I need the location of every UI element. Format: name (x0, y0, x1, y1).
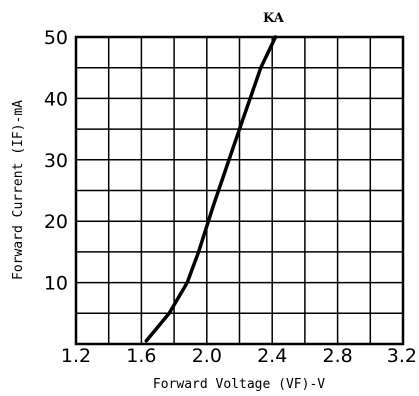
x-tick-label: 3.2 (387, 345, 417, 367)
x-tick-labels: 1.2 1.6 2.0 2.4 2.8 3.2 (61, 345, 417, 367)
curve-group (144, 35, 278, 343)
y-tick-label: 50 (44, 27, 68, 49)
y-tick-label: 40 (44, 88, 68, 110)
series-line (144, 35, 278, 343)
x-tick-label: 2.0 (192, 345, 222, 367)
y-tick-label: 20 (44, 211, 68, 233)
plot-frame (74, 35, 405, 346)
x-tick-label: 2.8 (322, 345, 352, 367)
y-tick-labels: 10 20 30 40 50 (44, 27, 68, 295)
curve-annotation: KA (263, 11, 285, 26)
grid-lines (76, 37, 403, 344)
y-tick-label: 10 (44, 273, 68, 295)
x-tick-label: 2.4 (257, 345, 287, 367)
x-tick-label: 1.6 (126, 345, 156, 367)
y-axis-title: Forward Current (IF)-mA (11, 100, 26, 280)
x-axis-title: Forward Voltage (VF)-V (153, 377, 325, 392)
y-tick-label: 30 (44, 150, 68, 172)
x-tick-label: 1.2 (61, 345, 91, 367)
